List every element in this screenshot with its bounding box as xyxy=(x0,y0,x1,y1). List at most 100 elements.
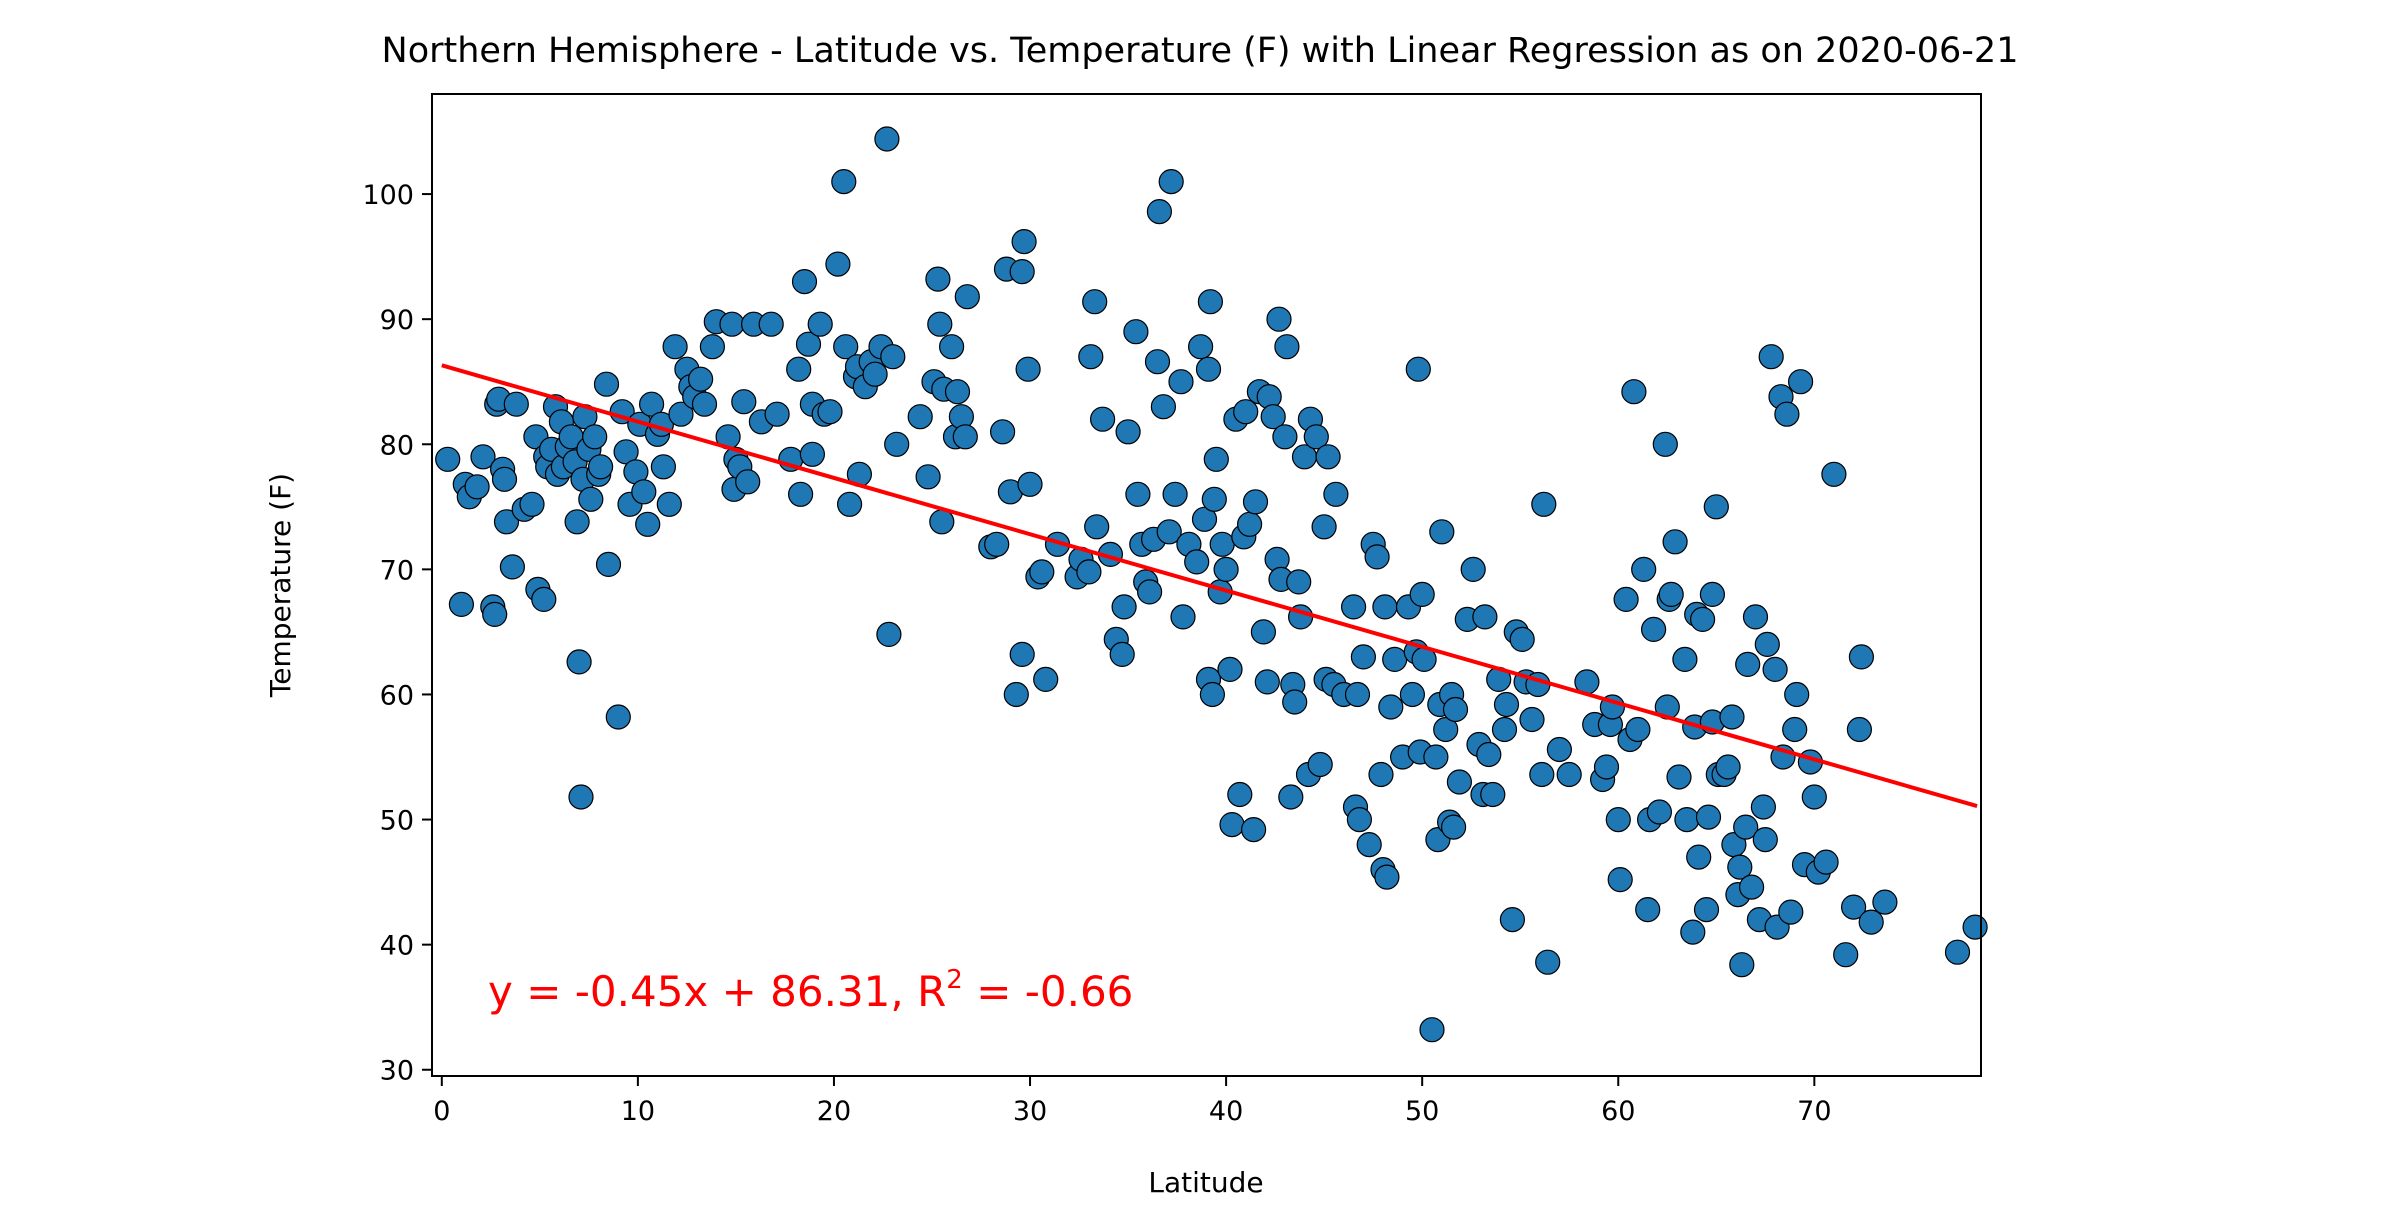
data-point xyxy=(491,466,518,492)
data-point xyxy=(587,454,614,480)
data-point xyxy=(1009,259,1035,285)
data-point xyxy=(1236,511,1263,537)
data-point xyxy=(1446,769,1473,795)
data-point xyxy=(1260,404,1286,430)
data-point xyxy=(1278,784,1304,810)
data-point xyxy=(1250,619,1277,645)
data-point xyxy=(1735,651,1761,678)
data-point xyxy=(1686,844,1712,870)
data-point xyxy=(1405,356,1431,382)
data-point xyxy=(1111,594,1137,620)
data-point xyxy=(884,431,910,457)
data-point xyxy=(1962,914,1988,940)
data-point xyxy=(1658,581,1684,608)
data-point xyxy=(638,391,665,417)
y-tick-label: 100 xyxy=(362,180,414,211)
data-point xyxy=(1546,736,1573,763)
data-point xyxy=(1307,751,1333,778)
data-point xyxy=(1219,811,1245,838)
data-point xyxy=(984,531,1010,557)
data-point xyxy=(1472,604,1498,630)
data-point xyxy=(876,621,902,648)
data-point xyxy=(1015,356,1041,382)
data-point xyxy=(1531,491,1557,517)
data-point xyxy=(1493,691,1520,718)
data-point xyxy=(1089,406,1116,432)
y-tick-label: 90 xyxy=(380,305,414,336)
data-point xyxy=(1752,826,1778,853)
data-point xyxy=(907,404,933,430)
chart-title: Northern Hemisphere - Latitude vs. Tempe… xyxy=(382,31,2019,71)
data-point xyxy=(1399,681,1426,708)
data-point xyxy=(1787,369,1814,395)
data-point xyxy=(1693,896,1720,923)
data-point xyxy=(1476,741,1502,768)
data-point xyxy=(1784,681,1810,708)
data-point xyxy=(1029,559,1055,585)
data-point xyxy=(1556,761,1582,788)
data-point xyxy=(927,311,953,337)
data-point xyxy=(1162,481,1188,507)
data-point xyxy=(833,334,859,360)
y-tick-label: 80 xyxy=(380,430,414,461)
data-point xyxy=(1374,864,1400,890)
data-point xyxy=(1631,556,1657,583)
regression-line xyxy=(441,363,1978,809)
data-point xyxy=(1738,874,1765,900)
data-point xyxy=(1419,1017,1445,1043)
data-point xyxy=(1666,764,1692,790)
data-point xyxy=(1340,594,1367,620)
data-point xyxy=(1156,519,1182,545)
data-point xyxy=(925,266,951,292)
data-point xyxy=(662,334,688,360)
data-point xyxy=(1227,781,1253,808)
data-point xyxy=(1509,626,1535,653)
data-point xyxy=(1689,606,1716,633)
data-point xyxy=(1199,681,1226,708)
data-point xyxy=(691,391,718,417)
y-axis-label: Temperature (F) xyxy=(264,473,297,698)
data-point xyxy=(1423,744,1449,770)
data-point xyxy=(1084,514,1110,540)
data-point xyxy=(1078,344,1104,370)
x-tick-label: 0 xyxy=(433,1096,450,1127)
data-point xyxy=(1529,761,1555,788)
data-point xyxy=(929,509,955,535)
data-point xyxy=(825,251,851,277)
data-point xyxy=(1144,349,1171,375)
data-point xyxy=(635,511,661,537)
data-point xyxy=(874,126,900,152)
data-point xyxy=(795,331,822,357)
data-point xyxy=(1344,681,1371,708)
data-point xyxy=(582,424,608,450)
data-point xyxy=(1368,761,1394,788)
data-point xyxy=(1217,656,1243,683)
data-point xyxy=(1109,641,1135,668)
data-points xyxy=(435,126,1988,1043)
data-point xyxy=(1727,854,1753,880)
data-point xyxy=(1840,894,1867,920)
y-tick-label: 30 xyxy=(380,1056,414,1087)
data-point xyxy=(1209,531,1235,557)
data-point xyxy=(1778,899,1804,925)
data-point xyxy=(1382,646,1408,673)
x-tick-label: 50 xyxy=(1405,1096,1439,1127)
data-point xyxy=(1699,581,1726,608)
data-point xyxy=(448,591,474,618)
data-point xyxy=(1170,604,1196,630)
data-point xyxy=(758,311,784,337)
data-point xyxy=(503,391,529,417)
data-point xyxy=(1203,446,1229,472)
data-point xyxy=(1491,716,1518,743)
data-point xyxy=(1821,461,1847,487)
data-point xyxy=(1184,549,1210,575)
data-point xyxy=(699,334,726,360)
data-point xyxy=(435,446,461,472)
x-axis-ticks: 0 10 20 30 40 50 60 70 xyxy=(433,1076,1832,1127)
data-point xyxy=(1274,334,1300,360)
data-point xyxy=(1758,344,1784,370)
data-point xyxy=(1535,949,1561,975)
x-tick-label: 10 xyxy=(621,1096,655,1127)
data-point xyxy=(1640,616,1667,643)
